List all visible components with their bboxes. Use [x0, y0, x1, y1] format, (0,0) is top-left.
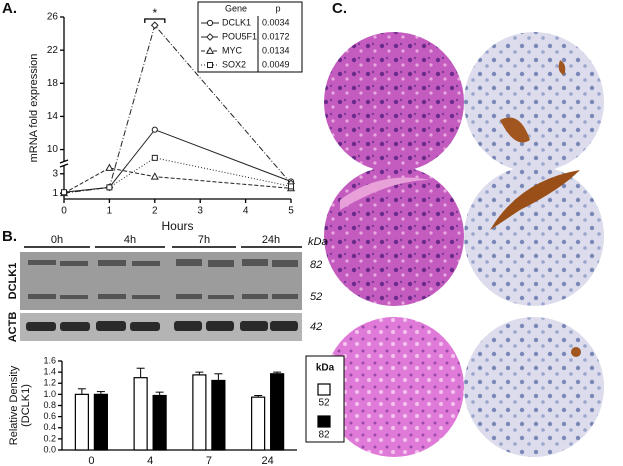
bar [211, 379, 226, 451]
blot-size: 82 [310, 259, 322, 271]
y-axis-label: mRNA fold expression [28, 54, 40, 163]
x-tick-label: 0 [61, 206, 67, 217]
series-line [63, 129, 292, 193]
marker [151, 126, 158, 133]
x-tick-label: 2 [152, 206, 158, 217]
y-tick-label: 1.4 [43, 367, 56, 377]
legend-marker [206, 33, 214, 41]
blot-protein: DCLK1 [7, 263, 19, 300]
legend-label: SOX2 [222, 59, 246, 69]
axis-break [59, 159, 69, 168]
blot-timepoint: 4h [124, 234, 136, 246]
y-tick-label: 1 [52, 188, 58, 199]
legend-header: Gene [225, 3, 247, 13]
blot-size: 52 [310, 291, 322, 303]
marker [288, 183, 294, 190]
bar [152, 394, 167, 451]
histology-images [324, 32, 604, 457]
blot-timepoint: 24h [262, 234, 280, 246]
bar [74, 393, 89, 451]
panel-label: A. [2, 0, 17, 17]
y-axis-label: (DCLK1) [20, 384, 32, 427]
legend-p-value: 0.0134 [262, 45, 290, 55]
x-tick-label: 3 [197, 206, 203, 217]
x-tick-label: 24 [262, 455, 274, 466]
x-axis-label: Hours [161, 219, 193, 233]
legend-box [305, 355, 345, 443]
y-tick-label: 0.8 [43, 400, 56, 410]
blot-size: 42 [310, 321, 322, 333]
marker [150, 21, 159, 30]
panel-label: C. [332, 0, 347, 17]
y-axis-label: Relative Density [8, 365, 20, 445]
panel-label: B. [2, 228, 17, 245]
y-tick-label: 22 [47, 45, 59, 56]
y-tick-label: 26 [47, 12, 59, 23]
y-tick-label: 10 [47, 144, 59, 155]
y-tick-label: 0.2 [43, 433, 56, 443]
x-tick-label: 1 [107, 206, 113, 217]
series-line [63, 24, 292, 194]
marker [105, 163, 114, 171]
blot-timepoint: 7h [198, 234, 210, 246]
legend-header: p [275, 3, 280, 13]
y-tick-label: 0.6 [43, 411, 56, 421]
y-tick-label: 0.0 [43, 444, 56, 454]
legend-p-value: 0.0034 [262, 17, 290, 27]
bar [133, 377, 148, 451]
series-line [63, 157, 292, 193]
y-tick-label: 0.4 [43, 422, 56, 432]
blot-images [20, 246, 302, 341]
bar [270, 373, 285, 451]
marker [151, 154, 158, 161]
bar [192, 374, 207, 451]
legend-label: 52 [318, 398, 330, 409]
x-tick-label: 4 [147, 455, 153, 466]
legend-title: kDa [316, 363, 335, 374]
legend-marker [207, 62, 213, 68]
marker [150, 172, 159, 180]
legend-swatch [317, 383, 331, 396]
series-line [63, 167, 292, 194]
y-tick-label: 1.6 [43, 355, 56, 365]
y-tick-label: 3 [52, 168, 58, 179]
significance-bracket [144, 18, 166, 23]
x-tick-label: 5 [288, 206, 294, 217]
blot-timepoint: 0h [51, 234, 63, 246]
y-tick-label: 1.0 [43, 389, 56, 399]
legend-label: MYC [222, 45, 243, 55]
blot-unit: kDa [308, 236, 328, 248]
legend-label: POU5F1 [222, 31, 257, 41]
bar [251, 396, 266, 451]
legend-swatch [317, 415, 331, 428]
y-tick-label: 14 [47, 111, 59, 122]
y-tick-label: 18 [47, 78, 59, 89]
blot-protein: ACTB [7, 312, 19, 343]
legend-label: 82 [318, 430, 330, 441]
y-tick-label: 1.2 [43, 378, 56, 388]
x-tick-label: 4 [243, 206, 249, 217]
x-tick-label: 0 [88, 455, 94, 466]
legend-p-value: 0.0049 [262, 59, 290, 69]
annotation: * [152, 6, 157, 20]
marker [61, 189, 67, 196]
legend-label: DCLK1 [222, 17, 251, 27]
legend-marker [205, 46, 215, 54]
legend-p-value: 0.0172 [262, 31, 290, 41]
x-tick-label: 7 [206, 455, 212, 466]
bar [93, 393, 108, 451]
legend-marker [206, 19, 214, 27]
marker [106, 184, 113, 191]
